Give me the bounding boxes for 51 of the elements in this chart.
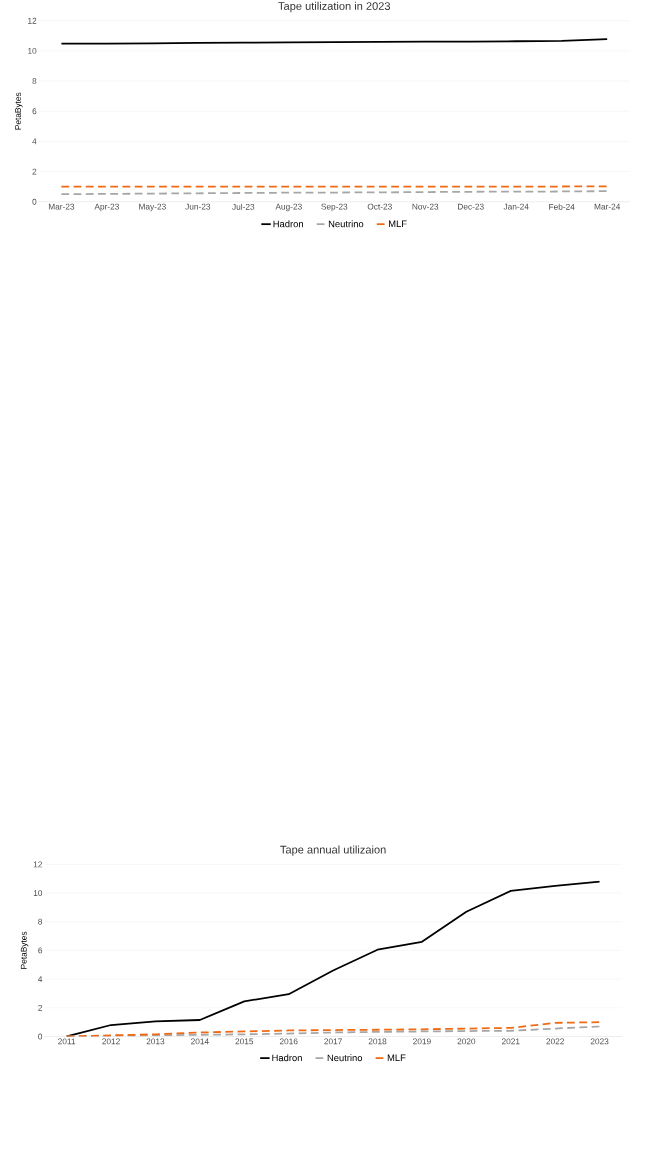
y-tick-label: 0 [38,1033,43,1040]
y-tick-label: 8 [32,78,37,85]
y-tick-label: 0 [32,198,37,205]
x-tick-label: Jan-24 [503,203,529,210]
y-tick-label: 6 [32,108,37,115]
x-tick-label: 2022 [546,1038,565,1045]
x-tick-label: 2023 [590,1038,609,1045]
chart-title: Tape utilization in 2023 [278,1,391,13]
line-series [65,880,601,1037]
x-tick-label: 2019 [413,1038,431,1045]
x-tick-label: Oct-23 [367,203,392,210]
y-tick-label: 10 [33,890,43,896]
y-tick-label: 2 [38,1004,43,1011]
x-tick-label: 2021 [502,1038,520,1045]
x-tick-label: 2012 [102,1038,120,1045]
x-tick-label: 2016 [279,1038,298,1045]
x-tick-label: 2018 [368,1038,387,1045]
x-tick-label: 2013 [146,1038,165,1045]
x-tick-label: 2015 [235,1038,254,1045]
y-tick-label: 10 [28,47,37,54]
legend-label: Hadron [273,220,304,228]
y-tick-label: 4 [32,138,37,145]
x-tick-label: 2017 [324,1038,342,1045]
x-tick-label: Dec-23 [458,203,484,210]
x-tick-label: Mar-23 [49,203,75,210]
x-tick-label: Mar-24 [594,203,621,210]
y-tick-label: 6 [38,947,43,954]
x-tick-label: Jul-23 [232,203,255,210]
x-tick-label: May-23 [139,203,166,212]
x-tick-label: 2020 [457,1038,476,1045]
y-tick-label: 12 [33,861,43,868]
x-tick-label: Aug-23 [275,203,302,212]
y-axis-title: PetaBytes [20,931,29,969]
chart-title: Tape annual utilizaion [280,845,386,856]
legend-label: Hadron [272,1054,302,1062]
x-tick-label: Jun-23 [185,203,211,210]
legend-label: Neutrino [328,220,364,228]
y-tick-label: 12 [28,17,37,24]
legend-label: Neutrino [327,1054,363,1062]
y-tick-label: 8 [38,918,43,925]
y-axis-title: PetaBytes [15,92,23,130]
y-tick-label: 2 [32,168,37,175]
x-tick-label: Feb-24 [549,203,575,210]
y-tick-label: 4 [38,976,43,982]
x-tick-label: 2011 [58,1038,76,1045]
x-tick-label: Nov-23 [412,203,439,210]
x-tick-label: Apr-23 [94,203,120,212]
legend-label: MLF [389,220,407,227]
legend-label: MLF [387,1054,406,1061]
x-tick-label: Sep-23 [321,203,348,212]
x-tick-label: 2014 [191,1038,209,1045]
